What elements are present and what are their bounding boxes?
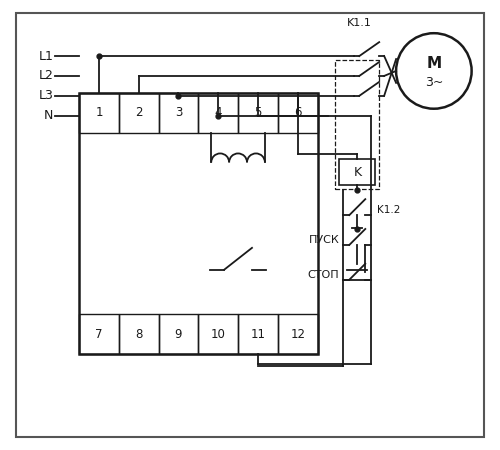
- Text: 3~: 3~: [424, 76, 443, 90]
- Bar: [79, 93, 318, 354]
- Bar: [198, 93, 238, 133]
- Text: K1.1: K1.1: [347, 18, 372, 28]
- Text: L1: L1: [38, 50, 53, 63]
- Text: 6: 6: [294, 106, 302, 119]
- Text: 9: 9: [174, 328, 182, 341]
- Text: L3: L3: [38, 89, 53, 102]
- Bar: [340, 159, 375, 185]
- Bar: [119, 93, 158, 133]
- Bar: [158, 93, 198, 133]
- Bar: [198, 315, 238, 354]
- Bar: [79, 93, 119, 133]
- Text: 4: 4: [214, 106, 222, 119]
- Bar: [278, 315, 318, 354]
- Bar: [238, 93, 278, 133]
- Text: 5: 5: [254, 106, 262, 119]
- Text: K1.2: K1.2: [377, 205, 400, 215]
- Text: 2: 2: [135, 106, 142, 119]
- Text: ПУСК: ПУСК: [308, 235, 340, 245]
- Text: M: M: [426, 55, 442, 71]
- Text: 3: 3: [175, 106, 182, 119]
- Text: 11: 11: [250, 328, 266, 341]
- Text: СТОП: СТОП: [308, 270, 340, 280]
- Text: 8: 8: [135, 328, 142, 341]
- Bar: [238, 315, 278, 354]
- Bar: [278, 93, 318, 133]
- Bar: [119, 315, 158, 354]
- Text: 12: 12: [290, 328, 305, 341]
- Bar: [158, 315, 198, 354]
- Text: L2: L2: [38, 69, 53, 82]
- Bar: [79, 315, 119, 354]
- Text: N: N: [44, 109, 53, 122]
- Text: 7: 7: [95, 328, 102, 341]
- Text: K: K: [354, 166, 362, 179]
- Text: 1: 1: [95, 106, 102, 119]
- Text: 10: 10: [211, 328, 226, 341]
- Bar: [336, 60, 379, 189]
